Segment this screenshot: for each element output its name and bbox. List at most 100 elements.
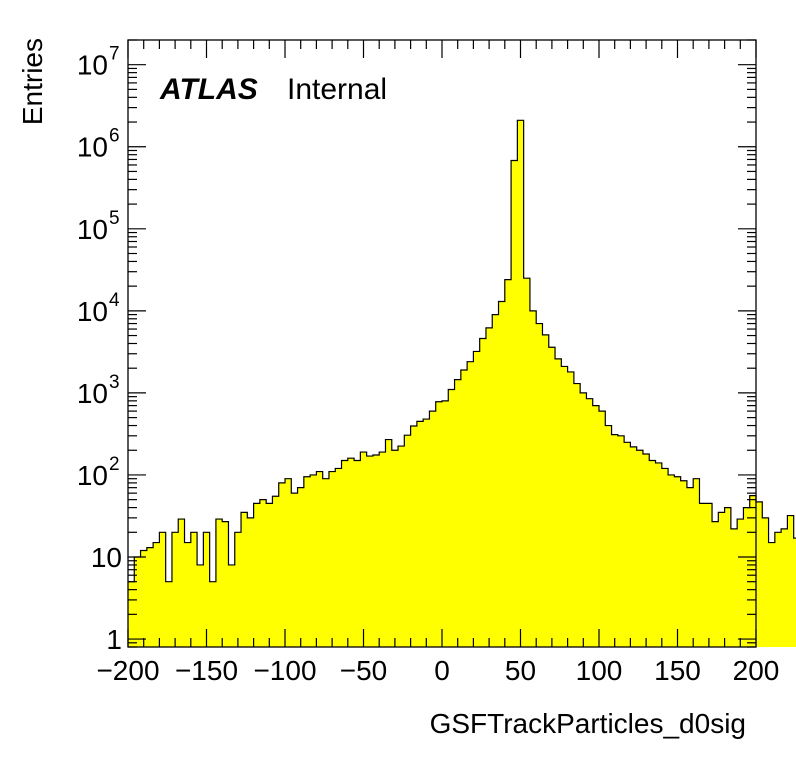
- histogram-bin: [285, 478, 292, 647]
- histogram-bin: [203, 532, 211, 647]
- histogram-bin: [592, 405, 600, 647]
- histogram-bin: [442, 400, 449, 647]
- histogram-bin: [511, 160, 518, 648]
- y-tick-label: 10: [91, 542, 122, 573]
- histogram-bin: [341, 460, 349, 647]
- histogram-bin: [749, 495, 757, 647]
- histogram-bin: [372, 455, 380, 647]
- histogram-bin: [209, 581, 217, 647]
- histogram-bin: [259, 499, 267, 647]
- histogram-bin: [705, 503, 713, 647]
- y-tick-exponent: 5: [109, 208, 120, 229]
- y-tick-label: 10: [77, 132, 108, 163]
- histogram-bin: [686, 487, 694, 647]
- histogram-bin: [517, 120, 525, 648]
- histogram-bin: [787, 515, 795, 647]
- y-tick-label: 10: [77, 378, 108, 409]
- histogram-bin: [724, 507, 732, 647]
- histogram-bin: [354, 460, 361, 647]
- axis-ticks: [127, 39, 757, 648]
- histogram-bin: [649, 460, 656, 647]
- histogram-bin: [429, 411, 437, 647]
- histogram-bin: [599, 411, 606, 647]
- y-tick-exponent: 6: [109, 126, 120, 147]
- histogram-bin: [266, 503, 273, 647]
- histogram-bin: [416, 421, 424, 647]
- histogram-bin: [774, 532, 782, 647]
- y-tick-label: 1: [106, 624, 122, 655]
- histogram-bin: [523, 278, 531, 647]
- histogram-bin: [171, 532, 179, 647]
- y-tick-exponent: 4: [109, 290, 120, 311]
- histogram-bin: [642, 454, 650, 647]
- x-tick-label: 100: [576, 655, 623, 686]
- histogram-bin: [310, 474, 317, 647]
- histogram-bin: [454, 379, 462, 647]
- histogram-bin: [768, 542, 776, 647]
- x-tick-label: 0: [434, 655, 450, 686]
- histogram-bin: [573, 383, 581, 647]
- y-tick-label: 10: [77, 50, 108, 81]
- histogram-bin: [159, 532, 167, 647]
- x-tick-label: −100: [253, 655, 316, 686]
- y-axis-label: Entries: [17, 38, 48, 125]
- histogram-bin: [630, 446, 638, 647]
- histogram-bin: [184, 542, 192, 647]
- y-tick-exponent: 2: [109, 454, 120, 475]
- histogram-bin: [661, 468, 669, 647]
- histogram-bin: [460, 370, 468, 647]
- y-tick-label: 10: [77, 296, 108, 327]
- histogram-bin: [316, 471, 324, 647]
- histogram-bin: [536, 323, 543, 647]
- histogram-bin: [492, 314, 499, 647]
- histogram-bin: [611, 434, 619, 647]
- histogram-bin: [272, 496, 280, 647]
- y-tick-label: 10: [77, 460, 108, 491]
- y-tick-exponent: 3: [109, 372, 120, 393]
- histogram-bars: [128, 119, 796, 648]
- histogram-bin: [153, 542, 160, 647]
- histogram-bin: [737, 519, 744, 647]
- histogram-bin: [328, 471, 336, 647]
- histogram-bin: [197, 564, 204, 647]
- histogram-bin: [668, 474, 675, 647]
- histogram-bin: [410, 425, 418, 647]
- y-tick-label: 10: [77, 214, 108, 245]
- x-tick-label: 200: [733, 655, 780, 686]
- histogram-bin: [140, 550, 148, 647]
- internal-label: Internal: [287, 73, 387, 106]
- histogram-bin: [712, 521, 719, 647]
- histogram-bin: [504, 279, 512, 647]
- histogram-outline: [128, 119, 796, 583]
- histogram-bin: [793, 538, 796, 647]
- histogram-bin: [542, 334, 550, 647]
- histogram-bin: [680, 480, 688, 647]
- histogram-bin: [347, 458, 355, 647]
- histogram-bin: [580, 392, 587, 647]
- histogram-bin: [222, 521, 229, 647]
- x-tick-label: −200: [96, 655, 159, 686]
- histogram-bin: [297, 487, 305, 647]
- histogram-bin: [448, 389, 455, 647]
- histogram-bin: [636, 450, 644, 647]
- x-tick-label: −50: [340, 655, 388, 686]
- histogram-bin: [165, 581, 173, 647]
- histogram-bin: [178, 519, 185, 647]
- histogram-bin: [473, 351, 481, 647]
- histogram-bin: [385, 439, 393, 647]
- histogram-bin: [247, 517, 254, 647]
- histogram-bin: [467, 361, 474, 647]
- histogram-bin: [322, 478, 330, 647]
- y-tick-exponent: 7: [109, 44, 120, 65]
- histogram-bin: [743, 507, 751, 647]
- histogram-bin: [624, 442, 631, 647]
- histogram-bin: [366, 456, 374, 647]
- histogram-bin: [253, 503, 261, 647]
- histogram-bin: [529, 310, 537, 647]
- histogram-bin: [605, 425, 612, 647]
- histogram-bin: [617, 435, 625, 647]
- x-tick-label: 150: [654, 655, 701, 686]
- histogram-bin: [423, 419, 430, 647]
- histogram-bin: [228, 564, 236, 647]
